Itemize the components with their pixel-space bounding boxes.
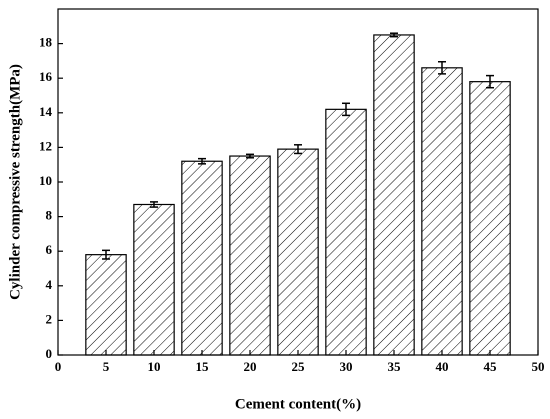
x-tick-label: 45 xyxy=(484,359,498,374)
error-bar xyxy=(390,32,398,38)
y-tick-label: 0 xyxy=(46,346,53,361)
error-bar xyxy=(486,74,494,89)
x-tick-label: 5 xyxy=(103,359,110,374)
bar xyxy=(325,108,367,356)
error-bar xyxy=(198,157,206,165)
x-tick-label: 20 xyxy=(244,359,257,374)
bar xyxy=(85,254,127,356)
error-bar xyxy=(342,102,350,117)
bar xyxy=(229,155,271,356)
x-tick-label: 30 xyxy=(340,359,353,374)
y-tick-label: 2 xyxy=(46,311,53,326)
y-axis-title: Cylinder compressive strength(MPa) xyxy=(7,64,23,300)
bar xyxy=(421,67,463,356)
y-tick-label: 18 xyxy=(39,35,53,50)
y-tick-label: 14 xyxy=(39,104,53,119)
x-axis-title: Cement content(%) xyxy=(235,396,361,412)
bar xyxy=(133,203,175,356)
bar xyxy=(277,148,319,356)
y-tick-label: 8 xyxy=(46,208,53,223)
x-tick-label: 50 xyxy=(532,359,545,374)
error-bar xyxy=(438,61,446,75)
y-tick-label: 16 xyxy=(39,69,53,84)
x-tick-label: 0 xyxy=(55,359,62,374)
y-tick-label: 4 xyxy=(46,277,53,292)
x-tick-label: 15 xyxy=(196,359,210,374)
error-bar xyxy=(150,201,158,208)
bar xyxy=(181,160,223,356)
error-bar xyxy=(294,144,302,155)
x-tick-label: 25 xyxy=(292,359,306,374)
x-tick-label: 40 xyxy=(436,359,449,374)
y-tick-label: 12 xyxy=(39,138,52,153)
bar xyxy=(469,81,511,356)
y-tick-label: 10 xyxy=(39,173,52,188)
y-tick-label: 6 xyxy=(46,242,53,257)
x-tick-label: 35 xyxy=(388,359,402,374)
error-bar xyxy=(102,249,110,260)
x-tick-label: 10 xyxy=(148,359,161,374)
bar xyxy=(373,34,415,356)
error-bar xyxy=(246,153,254,159)
